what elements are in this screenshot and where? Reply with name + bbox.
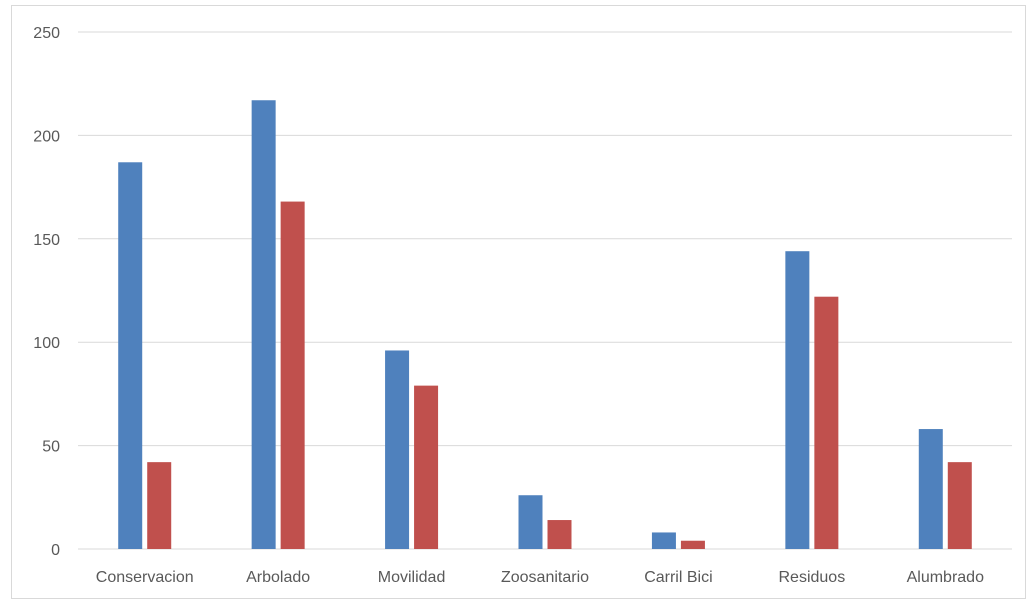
x-tick-label: Conservacion [96, 569, 194, 586]
y-tick-label: 250 [33, 25, 60, 42]
bar-series-2-residuos [814, 296, 839, 549]
bar-series-1-residuos [785, 251, 810, 549]
bar-series-1-conservacion [118, 162, 143, 549]
y-tick-label: 0 [51, 542, 60, 559]
bar-series-1-alumbrado [918, 429, 943, 549]
x-tick-label: Zoosanitario [501, 569, 589, 586]
x-tick-label: Alumbrado [907, 569, 984, 586]
bar-series-2-alumbrado [947, 462, 972, 549]
y-tick-label: 200 [33, 128, 60, 145]
bar-series-2-arbolado [280, 201, 305, 550]
bar-series-1-arbolado [251, 100, 276, 549]
bar-series-1-movilidad [385, 350, 410, 549]
gridlines [78, 31, 1012, 550]
x-axis-ticks: Conservacion Arbolado Movilidad Zoosanitari… [96, 569, 984, 586]
bar-series-2-conservacion [147, 462, 172, 549]
x-tick-label: Movilidad [378, 569, 446, 586]
y-axis-ticks: 0 50 100 150 200 250 [33, 25, 60, 559]
bar-series-2-carril-bici [680, 540, 705, 549]
y-tick-label: 150 [33, 232, 60, 249]
x-tick-label: Carril Bici [644, 569, 712, 586]
bar-series-1-carril-bici [651, 532, 676, 549]
bar-series-2-movilidad [414, 385, 439, 549]
bar-series-1-zoosanitario [518, 495, 543, 549]
y-tick-label: 100 [33, 335, 60, 352]
y-tick-label: 50 [42, 439, 60, 456]
bars [118, 100, 972, 550]
x-tick-label: Arbolado [246, 569, 310, 586]
bar-series-2-zoosanitario [547, 520, 572, 549]
x-tick-label: Residuos [779, 569, 846, 586]
